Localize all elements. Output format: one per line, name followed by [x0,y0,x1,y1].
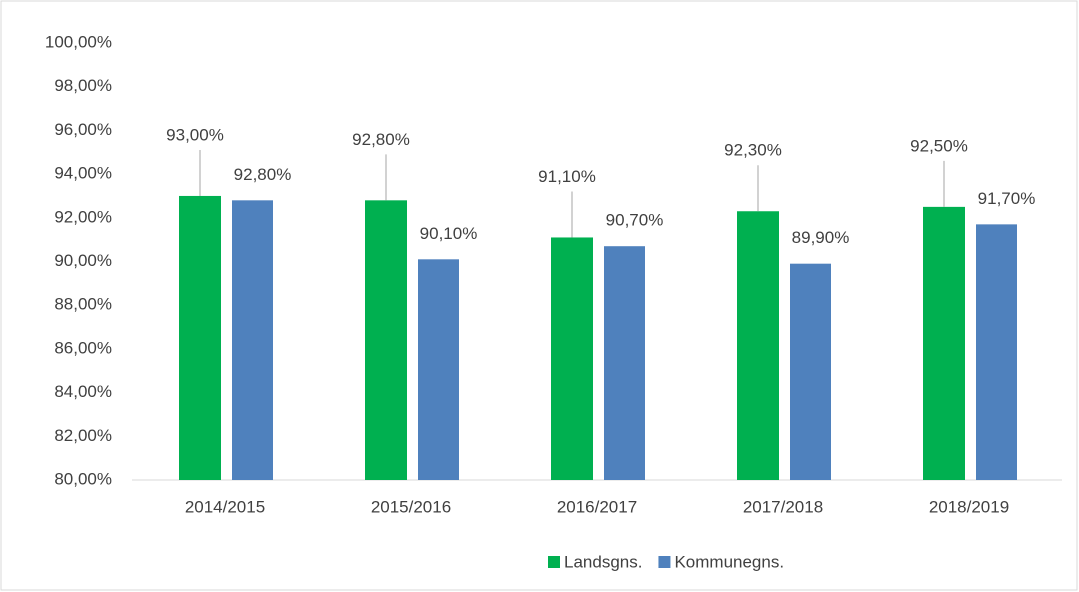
y-tick-label: 86,00% [54,338,112,357]
data-label: 89,90% [792,228,850,247]
bar [551,237,593,480]
data-label: 90,10% [420,224,478,243]
bar [923,206,965,480]
bar [976,224,1017,480]
data-label: 92,50% [910,136,968,155]
x-tick-label: 2017/2018 [743,497,823,516]
data-label: 93,00% [166,125,224,144]
bar [232,200,273,480]
legend-label: Kommunegns. [674,552,784,571]
y-tick-label: 96,00% [54,120,112,139]
bar [365,200,407,480]
y-tick-label: 98,00% [54,76,112,95]
legend-label: Landsgns. [564,552,642,571]
legend-swatch [658,556,671,568]
bar [179,195,221,480]
bar [604,246,645,480]
legend-swatch [548,556,560,568]
y-tick-label: 82,00% [54,426,112,445]
bar [737,211,779,480]
data-label: 92,30% [724,141,782,160]
y-tick-label: 80,00% [54,469,112,488]
x-tick-label: 2014/2015 [185,497,265,516]
data-label: 92,80% [234,165,292,184]
bar [790,263,831,480]
x-tick-label: 2016/2017 [557,497,637,516]
bar [418,259,459,480]
y-tick-label: 90,00% [54,251,112,270]
data-label: 92,80% [352,130,410,149]
y-tick-label: 84,00% [54,382,112,401]
data-label: 91,70% [978,189,1036,208]
data-label: 90,70% [606,211,664,230]
y-tick-label: 92,00% [54,207,112,226]
y-tick-label: 94,00% [54,164,112,183]
x-tick-label: 2015/2016 [371,497,451,516]
data-label: 91,10% [538,167,596,186]
y-tick-label: 100,00% [45,32,112,51]
y-tick-label: 88,00% [54,295,112,314]
x-tick-label: 2018/2019 [929,497,1009,516]
